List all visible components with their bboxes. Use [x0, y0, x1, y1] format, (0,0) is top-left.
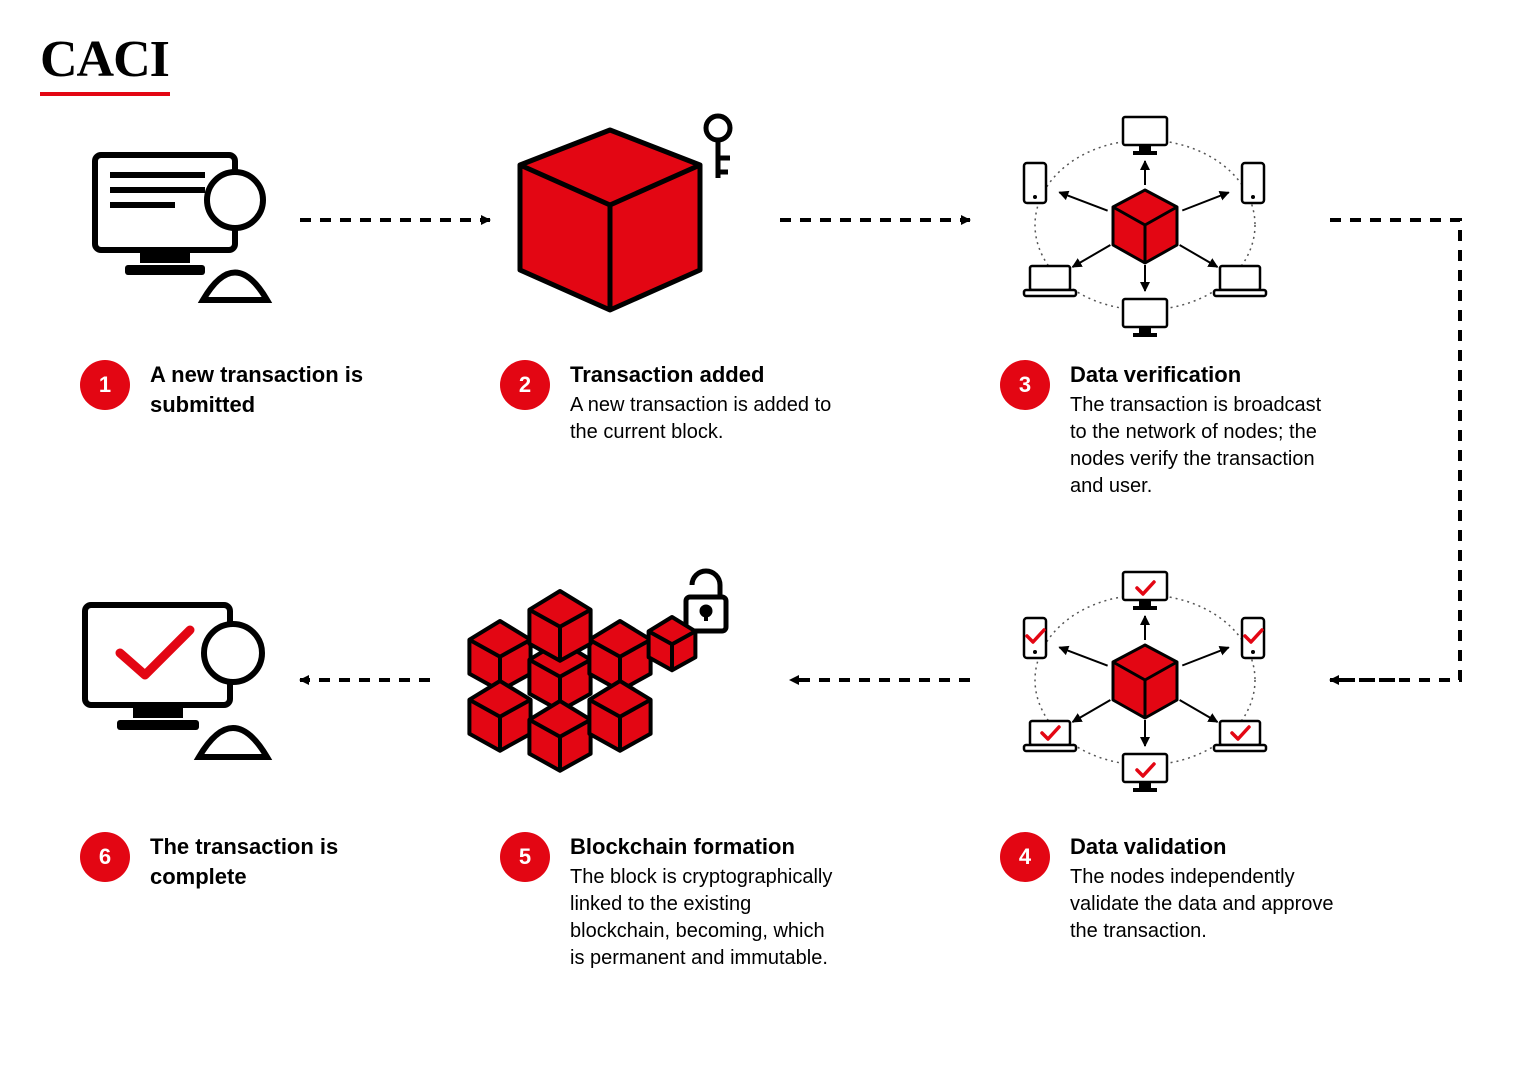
- step-badge-6: 6: [80, 832, 130, 882]
- step5-icon: [440, 555, 770, 785]
- step6-icon: [75, 595, 285, 765]
- step-title: Blockchain formation: [570, 832, 835, 862]
- step-text-2: Transaction addedA new transaction is ad…: [570, 360, 835, 446]
- step-title: A new transaction is submitted: [150, 360, 415, 419]
- step-badge-2: 2: [500, 360, 550, 410]
- step-desc: A new transaction is added to the curren…: [570, 392, 835, 446]
- step-desc: The block is cryptographically linked to…: [570, 864, 835, 972]
- infographic-canvas: CACI: [0, 0, 1536, 1086]
- step-text-6: The transaction is complete: [150, 832, 415, 893]
- step3-icon: [990, 110, 1300, 340]
- step-badge-1: 1: [80, 360, 130, 410]
- step-text-5: Blockchain formationThe block is cryptog…: [570, 832, 835, 972]
- step-text-1: A new transaction is submitted: [150, 360, 415, 421]
- step-title: Data validation: [1070, 832, 1335, 862]
- step-badge-3: 3: [1000, 360, 1050, 410]
- step-title: Transaction added: [570, 360, 835, 390]
- step-text-3: Data verificationThe transaction is broa…: [1070, 360, 1335, 500]
- step1-icon: [85, 145, 285, 305]
- step-title: Data verification: [1070, 360, 1335, 390]
- step-desc: The transaction is broadcast to the netw…: [1070, 392, 1335, 500]
- step4-icon: [990, 565, 1300, 795]
- step-badge-4: 4: [1000, 832, 1050, 882]
- step-title: The transaction is complete: [150, 832, 415, 891]
- step2-icon: [500, 110, 760, 315]
- step-desc: The nodes independently validate the dat…: [1070, 864, 1335, 945]
- step-text-4: Data validationThe nodes independently v…: [1070, 832, 1335, 945]
- step-badge-5: 5: [500, 832, 550, 882]
